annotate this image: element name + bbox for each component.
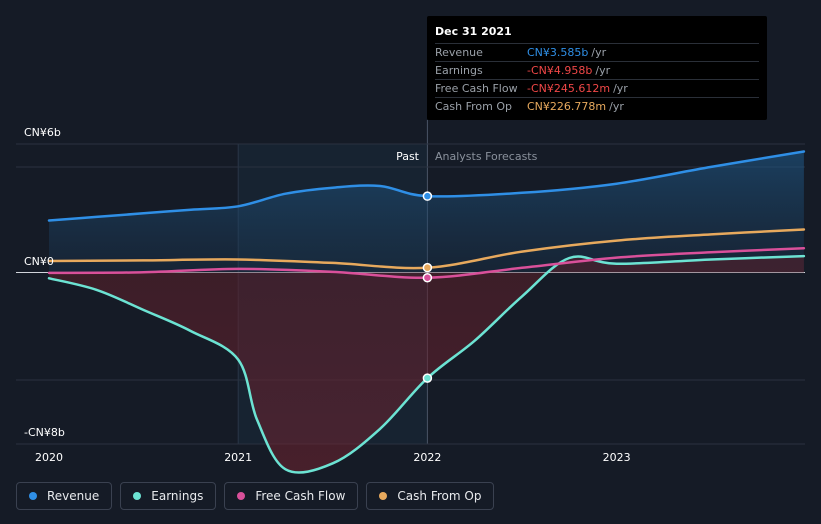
x-tick-label-2021: 2021	[224, 451, 252, 464]
y-label-top: CN¥6b	[24, 126, 61, 139]
tooltip-row-cash-from-op: Cash From Op CN¥226.778m /yr	[435, 97, 759, 115]
legend-item-revenue[interactable]: Revenue	[16, 482, 113, 510]
revenue-area	[49, 151, 804, 273]
legend-item-cash-from-op[interactable]: Cash From Op	[366, 482, 495, 510]
revenue-marker	[422, 191, 433, 201]
x-tick-label-2023: 2023	[603, 451, 631, 464]
earnings-line	[47, 254, 806, 474]
legend-label: Revenue	[47, 489, 100, 503]
tooltip-value: CN¥226.778m	[527, 100, 607, 113]
tooltip-date: Dec 31 2021	[435, 25, 512, 38]
legend-dot-icon	[379, 492, 388, 500]
x-tick-label-2022: 2022	[413, 451, 441, 464]
past-label: Past	[396, 150, 420, 163]
tooltip-row-revenue: Revenue CN¥3.585b /yr	[435, 43, 759, 61]
tooltip-unit: /yr	[609, 100, 624, 113]
tooltip-name: Free Cash Flow	[435, 82, 518, 95]
x-tick-label-2020: 2020	[35, 451, 63, 464]
tooltip-name: Revenue	[435, 46, 483, 59]
tooltip-row-earnings: Earnings -CN¥4.958b /yr	[435, 61, 759, 79]
tooltip-value: CN¥3.585b	[527, 46, 589, 59]
earnings-marker	[422, 373, 433, 383]
legend-dot-icon	[237, 492, 246, 500]
tooltip-name: Cash From Op	[435, 100, 513, 113]
tooltip-value: -CN¥245.612m	[527, 82, 611, 95]
legend-dot-icon	[133, 492, 142, 500]
cash-from-op-marker	[422, 262, 433, 273]
legend-dot-icon	[29, 492, 37, 500]
tooltip: Dec 31 2021 Revenue CN¥3.585b /yr Earnin…	[427, 16, 767, 120]
free-cash-flow-marker	[422, 272, 433, 283]
tooltip-unit: /yr	[613, 82, 628, 95]
legend-item-earnings[interactable]: Earnings	[120, 482, 217, 510]
tooltip-row-free-cash-flow: Free Cash Flow -CN¥245.612m /yr	[435, 79, 759, 97]
legend-item-free-cash-flow[interactable]: Free Cash Flow	[224, 482, 359, 510]
legend-label: Free Cash Flow	[255, 489, 346, 503]
tooltip-value: -CN¥4.958b	[527, 64, 593, 77]
legend-label: Earnings	[151, 489, 204, 503]
legend-label: Cash From Op	[397, 489, 482, 503]
tooltip-unit: /yr	[591, 46, 607, 59]
revenue-line	[47, 150, 806, 222]
y-label-bottom: -CN¥8b	[24, 426, 65, 439]
earnings-area	[49, 256, 804, 473]
tooltip-unit: /yr	[595, 64, 611, 77]
tooltip-name: Earnings	[435, 64, 483, 77]
legend: Revenue Earnings Free Cash Flow Cash Fro…	[16, 482, 495, 510]
forecast-label: Analysts Forecasts	[435, 150, 538, 163]
y-label-zero: CN¥0	[24, 255, 54, 268]
